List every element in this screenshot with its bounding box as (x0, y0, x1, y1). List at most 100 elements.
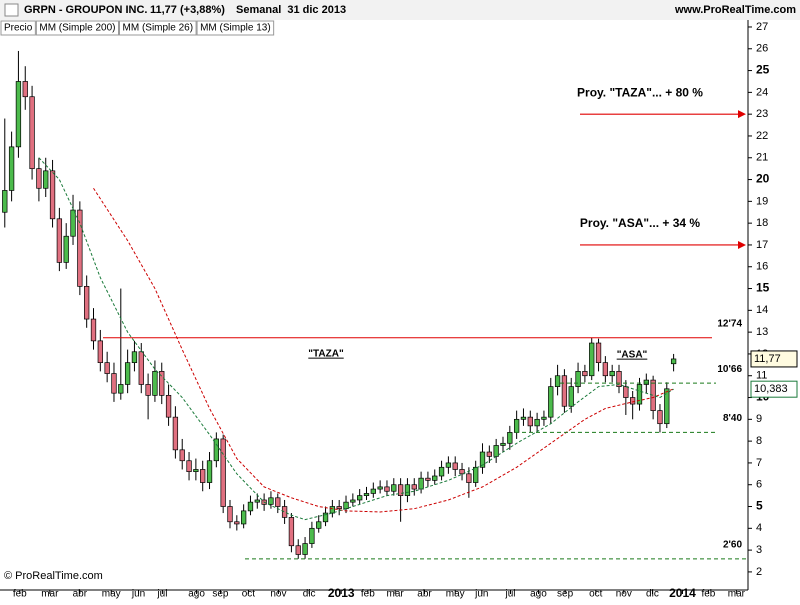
candle-body (473, 466, 479, 483)
candle-body (186, 460, 192, 472)
candle-body (343, 501, 349, 510)
price-box (750, 380, 798, 398)
candle-body (56, 218, 63, 263)
projection-label: Proy. "TAZA"... + 80 % (577, 85, 703, 99)
header-bar (0, 0, 800, 20)
candle-body (118, 384, 124, 394)
candle-body (193, 469, 199, 472)
candle-body (507, 432, 513, 444)
candle-body (595, 342, 602, 364)
candle-body (97, 340, 103, 364)
y-tick-label: 24 (756, 86, 768, 98)
price-box (750, 350, 798, 368)
x-tick-label: mar (387, 589, 405, 600)
candle-body (336, 506, 342, 510)
candle-body (8, 146, 15, 191)
y-tick-label: 5 (756, 499, 763, 513)
candle-body (657, 410, 663, 425)
candle-body (36, 168, 42, 189)
y-tick-label: 19 (756, 195, 768, 207)
candle-body (288, 517, 295, 547)
x-tick-label: abr (417, 589, 432, 600)
y-tick-label: 21 (756, 152, 768, 164)
candle-body (84, 286, 90, 320)
y-tick-label: 4 (756, 522, 762, 534)
candle-body (500, 442, 506, 446)
candle-body (636, 384, 643, 405)
candle-body (302, 543, 308, 555)
candle-body (247, 501, 254, 512)
quote: 11,77 (+3,88%) (150, 4, 225, 16)
candle-body (295, 545, 301, 555)
candle-body (459, 469, 465, 475)
price-box-label: 11,77 (754, 353, 781, 365)
candle-body (370, 488, 376, 494)
candle-body (425, 477, 431, 481)
legend-label: MM (Simple 26) (123, 23, 194, 34)
candle-body (418, 477, 424, 490)
candle-body (281, 506, 288, 518)
y-tick-label: 27 (756, 21, 768, 33)
candle-body (445, 462, 452, 468)
y-tick-label: 18 (756, 217, 768, 229)
candle-body (554, 375, 561, 387)
candle-body (589, 342, 595, 377)
y-tick-label: 15 (756, 281, 770, 295)
footer: © ProRealTime.com (4, 570, 103, 582)
x-tick-label: 2013 (328, 586, 355, 600)
candle-body (206, 460, 213, 483)
x-tick-label: abr (73, 589, 88, 600)
candle-body (534, 418, 540, 427)
pattern-label: "TAZA" (308, 349, 344, 360)
candle-body (582, 371, 588, 377)
x-tick-label: nov (616, 589, 632, 600)
candle-body (227, 506, 233, 523)
x-tick-label: feb (13, 589, 27, 600)
legend-label: MM (Simple 200) (39, 23, 115, 34)
x-tick-label: sep (212, 589, 229, 600)
candle-body (602, 362, 609, 377)
x-tick-label: dic (646, 589, 659, 600)
candle-body (63, 235, 69, 263)
candle-body (541, 416, 547, 420)
candle-body (240, 510, 247, 525)
x-tick-label: mar (41, 589, 59, 600)
legend-box (0, 20, 36, 36)
y-tick-label: 11 (756, 370, 767, 382)
projection-label: Proy. "ASA"... + 34 % (580, 216, 701, 230)
candle-body (493, 445, 499, 457)
candle-body (363, 493, 370, 496)
level-label: 10'66 (717, 364, 742, 375)
candle-body (200, 469, 206, 483)
candle-body (131, 351, 138, 364)
y-tick-label: 14 (756, 304, 768, 316)
candle-body (70, 209, 76, 237)
x-tick-label: nov (270, 589, 286, 600)
candle-body (316, 521, 322, 529)
candle-body (124, 362, 131, 385)
candle-body (275, 497, 281, 507)
candle-body (179, 449, 185, 462)
x-tick-label: ago (188, 589, 205, 600)
candle-body (29, 96, 35, 170)
x-tick-label: may (446, 589, 465, 600)
candle-body (152, 371, 158, 396)
candle-body (77, 209, 83, 287)
candle-body (664, 388, 670, 425)
candle-body (43, 170, 49, 189)
candle-body (438, 466, 445, 477)
candle-body (616, 371, 622, 387)
candle-body (309, 527, 315, 544)
header-icon (4, 3, 19, 17)
candle-body (254, 499, 260, 503)
candle-body (527, 416, 533, 427)
y-tick-label: 6 (756, 479, 762, 491)
candle-body (411, 484, 417, 490)
candle-body (322, 512, 329, 523)
candle-body (609, 371, 615, 377)
candle-body (561, 375, 568, 407)
level-label: 2'60 (723, 539, 743, 550)
candle-body (650, 379, 656, 411)
candle-body (159, 371, 165, 396)
